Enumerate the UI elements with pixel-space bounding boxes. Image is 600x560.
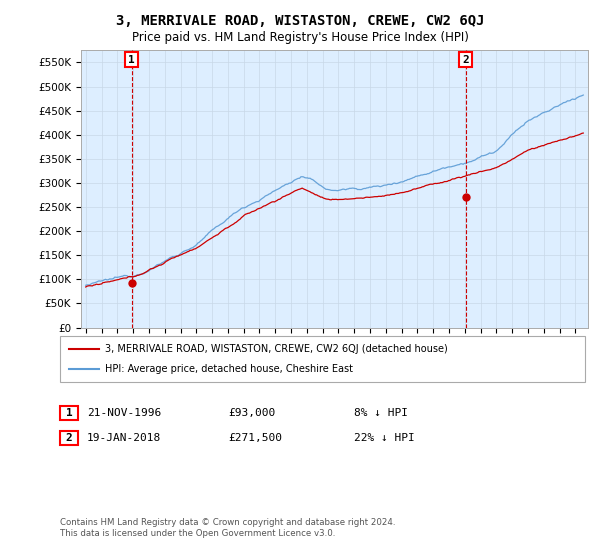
Text: 1: 1 <box>65 408 73 418</box>
Text: 19-JAN-2018: 19-JAN-2018 <box>87 433 161 443</box>
Text: 22% ↓ HPI: 22% ↓ HPI <box>354 433 415 443</box>
Text: Contains HM Land Registry data © Crown copyright and database right 2024.
This d: Contains HM Land Registry data © Crown c… <box>60 518 395 538</box>
Text: £271,500: £271,500 <box>228 433 282 443</box>
Text: 2: 2 <box>65 433 73 443</box>
Text: Price paid vs. HM Land Registry's House Price Index (HPI): Price paid vs. HM Land Registry's House … <box>131 31 469 44</box>
Text: HPI: Average price, detached house, Cheshire East: HPI: Average price, detached house, Ches… <box>105 364 353 374</box>
Text: 8% ↓ HPI: 8% ↓ HPI <box>354 408 408 418</box>
Text: 21-NOV-1996: 21-NOV-1996 <box>87 408 161 418</box>
Text: 3, MERRIVALE ROAD, WISTASTON, CREWE, CW2 6QJ (detached house): 3, MERRIVALE ROAD, WISTASTON, CREWE, CW2… <box>105 344 448 354</box>
Text: 2: 2 <box>462 54 469 64</box>
Text: £93,000: £93,000 <box>228 408 275 418</box>
Text: 1: 1 <box>128 54 135 64</box>
Text: 3, MERRIVALE ROAD, WISTASTON, CREWE, CW2 6QJ: 3, MERRIVALE ROAD, WISTASTON, CREWE, CW2… <box>116 14 484 28</box>
